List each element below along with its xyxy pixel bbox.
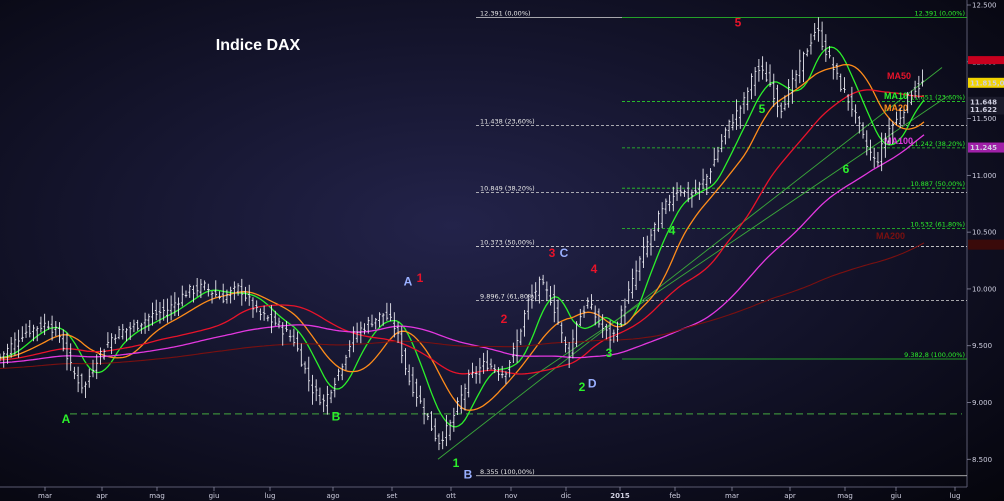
x-tick-label: lug xyxy=(950,492,961,500)
x-tick-label: ott xyxy=(446,492,456,500)
x-tick-label: mag xyxy=(837,492,853,500)
wave-label: 5 xyxy=(759,102,766,116)
ma10-tag-bg xyxy=(968,96,1004,107)
ma-line-ma100 xyxy=(0,134,925,364)
x-tick-label: set xyxy=(387,492,398,500)
wave-label: B xyxy=(332,410,341,424)
y-tick-label: 8.500 xyxy=(972,456,992,464)
ma200-tag xyxy=(968,239,1004,250)
ma-label-ma50: MA50 xyxy=(887,71,911,81)
x-tick-label: lug xyxy=(265,492,276,500)
wave-label: 2 xyxy=(579,380,586,394)
y-tick-label: 11.000 xyxy=(972,172,997,180)
x-tick-label: feb xyxy=(669,492,681,500)
fib-right-label: 12.391 (0,00%) xyxy=(914,9,965,17)
trendlines xyxy=(70,67,962,460)
x-tick-label: giu xyxy=(209,492,220,500)
trendline xyxy=(527,95,949,381)
wave-label: 3 xyxy=(549,246,556,260)
x-tick-label: mar xyxy=(38,492,52,500)
x-tick-label: nov xyxy=(505,492,518,500)
wave-label: D xyxy=(588,377,597,391)
fib-right-label: 10.532 (61,80%) xyxy=(910,221,965,229)
wave-label: B xyxy=(464,468,473,482)
ma-line-ma50 xyxy=(0,89,925,375)
x-tick-label: apr xyxy=(784,492,796,500)
fib-right-label: 10.887 (50,00%) xyxy=(910,180,965,188)
ma50-tag xyxy=(968,56,1004,65)
x-tick-label: mar xyxy=(725,492,739,500)
wave-label: 2 xyxy=(501,312,508,326)
x-tick-label: mag xyxy=(149,492,165,500)
chart-title: Indice DAX xyxy=(216,37,301,54)
x-tick-label: 2015 xyxy=(610,492,630,500)
y-tick-label: 12.500 xyxy=(972,2,997,10)
wave-label: A xyxy=(62,412,71,426)
ma100-tag: 11.245 xyxy=(970,144,997,152)
wave-label: 1 xyxy=(453,456,460,470)
wave-label: 1 xyxy=(417,271,424,285)
fib-right-label: 11.651 (23,60%) xyxy=(910,93,965,101)
axes: 12.50012.00011.50011.00010.50010.0009.50… xyxy=(38,2,997,501)
wave-label: 4 xyxy=(669,223,676,237)
wave-label: 6 xyxy=(843,162,850,176)
ma-label-ma20: MA20 xyxy=(884,103,908,113)
fib-left-label: 9.896,7 (61,80%) xyxy=(480,293,537,301)
wave-label: 5 xyxy=(735,16,742,30)
wave-label: 4 xyxy=(591,262,598,276)
fib-right-label: 9.382,8 (100,00%) xyxy=(904,351,965,359)
wave-label: C xyxy=(560,246,569,260)
fib-left-label: 11.438 (23,60%) xyxy=(480,118,535,126)
last-price-tag: 11.815,01 xyxy=(970,79,1004,87)
fib-left-label: 8.355 (100,00%) xyxy=(480,468,535,476)
ma-label-ma200: MA200 xyxy=(876,231,905,241)
ma20-tag-bg xyxy=(968,104,1004,115)
wave-labels: ABA11B23C42D345566 xyxy=(62,16,850,482)
x-tick-label: apr xyxy=(96,492,108,500)
ma-line-ma200 xyxy=(0,242,925,369)
price-bars xyxy=(0,17,924,451)
ma-label-ma100: MA100 xyxy=(884,136,913,146)
fib-left-label: 10.849 (38,20%) xyxy=(480,185,535,193)
fib-right-label: 11.242 (38,20%) xyxy=(910,140,965,148)
ma10-tag: 11.648 xyxy=(970,98,997,106)
y-tick-label: 9.500 xyxy=(972,342,992,350)
fib-left-label: 12.391 (0,00%) xyxy=(480,9,531,17)
y-tick-label: 10.500 xyxy=(972,229,997,237)
ma100-tag-bg xyxy=(968,142,1004,153)
moving-averages: MA10 MA20 MA50 MA100 MA200 xyxy=(0,46,925,428)
y-tick-label: 11.500 xyxy=(972,115,997,123)
trendline xyxy=(437,67,943,460)
last-price-tag-bg xyxy=(968,77,1004,88)
ma20-tag: 11.622 xyxy=(970,106,997,114)
x-tick-label: ago xyxy=(326,492,339,500)
y-tick-label: 9.000 xyxy=(972,399,992,407)
ma-label-ma10: MA10 xyxy=(884,91,908,101)
ma-line-ma20 xyxy=(0,63,925,411)
x-tick-label: dic xyxy=(561,492,571,500)
fib-left-label: 10.373 (50,00%) xyxy=(480,239,535,247)
wave-label: A xyxy=(404,275,413,289)
wave-label: 3 xyxy=(606,346,613,360)
y-tick-label: 10.000 xyxy=(972,285,997,293)
fibonacci-levels: 12.391 (0,00%) 11.438 (23,60%) 10.849 (38,… xyxy=(476,9,967,477)
x-tick-label: giu xyxy=(891,492,902,500)
